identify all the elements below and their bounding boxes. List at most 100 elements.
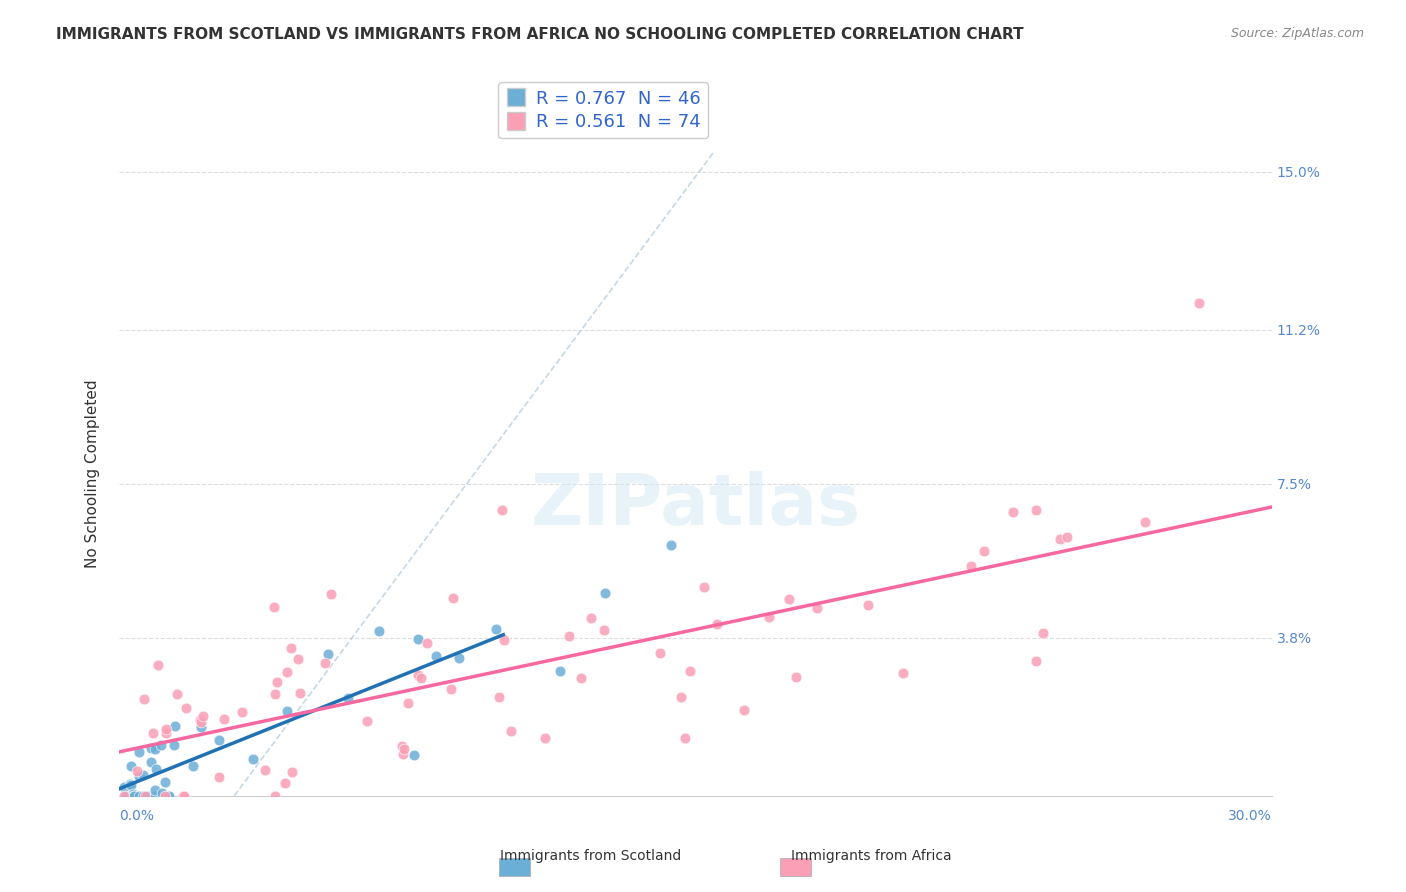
Point	[806, 601, 828, 615]
Point	[893, 665, 915, 680]
Point	[149, 738, 172, 752]
Point	[131, 789, 153, 803]
Point	[367, 624, 389, 639]
Point	[132, 691, 155, 706]
Point	[155, 726, 177, 740]
Point	[134, 789, 156, 803]
Point	[120, 778, 142, 792]
Text: ZIPatlas: ZIPatlas	[530, 471, 860, 540]
Point	[733, 703, 755, 717]
Legend: R = 0.767  N = 46, R = 0.561  N = 74: R = 0.767 N = 46, R = 0.561 N = 74	[498, 82, 709, 138]
Point	[143, 789, 166, 803]
Point	[121, 787, 143, 801]
Point	[127, 764, 149, 778]
Point	[1002, 505, 1025, 519]
Point	[1049, 532, 1071, 546]
Point	[190, 715, 212, 730]
Point	[406, 632, 429, 646]
Point	[491, 502, 513, 516]
Point	[280, 641, 302, 656]
Point	[163, 738, 186, 752]
Point	[785, 670, 807, 684]
Point	[208, 770, 231, 784]
Point	[176, 701, 198, 715]
Point	[673, 731, 696, 746]
Point	[145, 762, 167, 776]
Text: 30.0%: 30.0%	[1227, 809, 1272, 822]
Point	[214, 712, 236, 726]
Point	[128, 789, 150, 803]
Point	[406, 667, 429, 681]
Point	[706, 617, 728, 632]
Point	[1025, 502, 1047, 516]
Point	[402, 748, 425, 763]
Point	[139, 740, 162, 755]
Point	[856, 598, 879, 612]
Point	[242, 752, 264, 766]
Point	[499, 724, 522, 739]
Point	[266, 675, 288, 690]
Point	[280, 764, 302, 779]
Point	[669, 690, 692, 705]
Point	[287, 652, 309, 666]
Text: 0.0%: 0.0%	[120, 809, 155, 822]
Point	[1056, 530, 1078, 544]
Point	[146, 657, 169, 672]
Point	[142, 726, 165, 740]
Point	[143, 742, 166, 756]
Text: Immigrants from Scotland: Immigrants from Scotland	[501, 849, 681, 863]
Point	[114, 789, 136, 803]
Point	[132, 767, 155, 781]
Point	[441, 591, 464, 606]
Point	[973, 543, 995, 558]
Point	[155, 722, 177, 736]
Point	[1133, 515, 1156, 529]
Point	[115, 789, 138, 803]
Point	[263, 600, 285, 615]
Point	[592, 623, 614, 637]
Point	[159, 789, 181, 803]
Point	[120, 759, 142, 773]
Point	[693, 580, 716, 594]
Point	[150, 786, 173, 800]
Point	[449, 651, 471, 665]
Point	[314, 656, 336, 670]
Point	[143, 783, 166, 797]
Point	[593, 585, 616, 599]
Point	[488, 690, 510, 704]
Text: Source: ZipAtlas.com: Source: ZipAtlas.com	[1230, 27, 1364, 40]
Point	[231, 705, 253, 719]
Point	[188, 713, 211, 727]
Point	[276, 665, 298, 680]
Point	[112, 789, 135, 803]
Point	[548, 664, 571, 678]
Point	[153, 775, 176, 789]
Point	[960, 558, 983, 573]
Point	[1031, 625, 1053, 640]
Point	[679, 664, 702, 678]
Point	[122, 789, 145, 803]
Text: IMMIGRANTS FROM SCOTLAND VS IMMIGRANTS FROM AFRICA NO SCHOOLING COMPLETED CORREL: IMMIGRANTS FROM SCOTLAND VS IMMIGRANTS F…	[56, 27, 1024, 42]
Point	[1025, 654, 1047, 668]
Point	[193, 709, 215, 723]
Point	[392, 742, 415, 756]
Point	[579, 610, 602, 624]
Point	[1188, 296, 1211, 310]
Point	[440, 681, 463, 696]
Point	[135, 789, 157, 803]
Point	[172, 789, 194, 803]
Point	[290, 686, 312, 700]
Point	[121, 789, 143, 803]
Y-axis label: No Schooling Completed: No Schooling Completed	[86, 379, 100, 567]
Point	[778, 592, 800, 607]
Point	[136, 789, 159, 803]
Text: Immigrants from Africa: Immigrants from Africa	[792, 849, 952, 863]
Point	[128, 745, 150, 759]
Point	[120, 777, 142, 791]
Point	[190, 720, 212, 734]
Point	[558, 629, 581, 643]
Point	[485, 623, 508, 637]
Point	[391, 739, 413, 753]
Point	[758, 609, 780, 624]
Point	[153, 789, 176, 803]
